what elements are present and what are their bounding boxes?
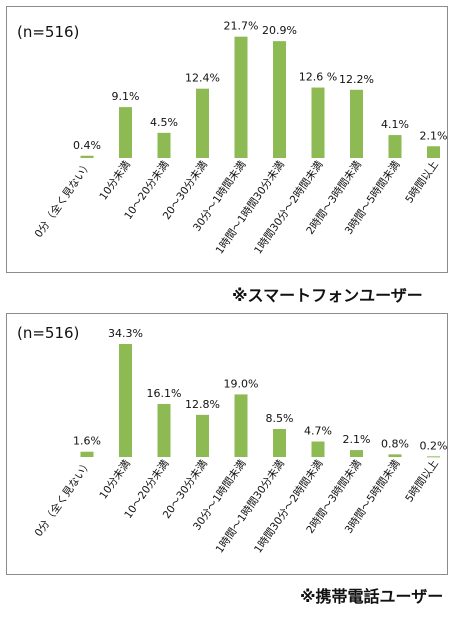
value-label-2: 4.5% [150, 116, 178, 129]
bar-0 [80, 451, 94, 457]
smartphone-caption: ※スマートフォンユーザー [232, 286, 423, 305]
value-label-8: 0.8% [381, 437, 409, 450]
bar-0 [80, 155, 94, 158]
category-label-0: 0分（全く見ない） [32, 158, 95, 240]
bar-2 [157, 403, 171, 457]
value-label-6: 12.6 % [299, 71, 337, 84]
value-label-0: 1.6% [73, 435, 101, 448]
value-label-3: 12.4% [185, 72, 220, 85]
value-label-6: 4.7% [304, 425, 332, 438]
bar-2 [157, 132, 171, 158]
value-label-4: 19.0% [224, 377, 259, 390]
value-label-4: 21.7% [224, 20, 259, 33]
bar-8 [388, 135, 402, 158]
category-label-5: 1時間～1時間30分未満 [214, 158, 288, 256]
smartphone-chart-panel: (n=516) 0.4% 0分（全く見ない） 9.1% 10分未満 4.5% 10～20分未… [6, 6, 448, 273]
bar-4 [234, 36, 248, 158]
bar-6 [311, 441, 325, 457]
category-label-9: 5時間以上 [403, 458, 441, 505]
bar-8 [388, 454, 402, 457]
sample-size-label: (n=516) [17, 23, 79, 41]
feature-phone-caption: ※携帯電話ユーザー [300, 587, 444, 606]
category-label-5: 1時間～1時間30分未満 [214, 457, 288, 555]
value-label-3: 12.8% [185, 398, 220, 411]
value-label-5: 8.5% [266, 412, 294, 425]
bar-9 [427, 456, 440, 458]
category-label-1: 10分未満 [97, 457, 133, 501]
feature-phone-chart-panel: (n=516) 1.6% 0分（全く見ない） 34.3% 10分未満 16.1% 10～20… [6, 313, 448, 575]
value-label-2: 16.1% [147, 387, 182, 400]
value-label-5: 20.9% [262, 24, 297, 37]
bar-7 [350, 450, 363, 457]
category-label-1: 10分未満 [97, 158, 133, 202]
bar-5 [273, 41, 286, 158]
bar-3 [196, 88, 209, 158]
smartphone-bar-chart: (n=516)0.4%0分（全く見ない）9.1%10分未満4.5%10～20分未… [17, 20, 447, 257]
category-label-0: 0分（全く見ない） [32, 457, 95, 539]
bar-5 [273, 428, 286, 457]
category-label-6: 1時間30分～2時間未満 [252, 457, 326, 555]
feature-phone-bar-chart: (n=516)1.6%0分（全く見ない）34.3%10分未満16.1%10～20… [17, 324, 447, 555]
value-label-8: 4.1% [381, 118, 409, 131]
bar-1 [119, 344, 132, 457]
bar-1 [119, 107, 132, 158]
bar-7 [350, 89, 363, 158]
sample-size-label: (n=516) [17, 324, 79, 342]
bar-3 [196, 414, 209, 457]
value-label-1: 9.1% [112, 90, 140, 103]
value-label-7: 2.1% [343, 433, 371, 446]
bar-4 [234, 394, 248, 457]
value-label-0: 0.4% [73, 139, 101, 152]
value-label-1: 34.3% [108, 327, 143, 340]
bar-9 [427, 146, 440, 158]
category-label-9: 5時間以上 [403, 159, 441, 206]
bar-6 [311, 87, 325, 158]
value-label-9: 2.1% [420, 129, 447, 142]
value-label-7: 12.2% [339, 73, 374, 86]
value-label-9: 0.2% [420, 439, 447, 452]
category-label-6: 1時間30分～2時間未満 [252, 158, 326, 256]
